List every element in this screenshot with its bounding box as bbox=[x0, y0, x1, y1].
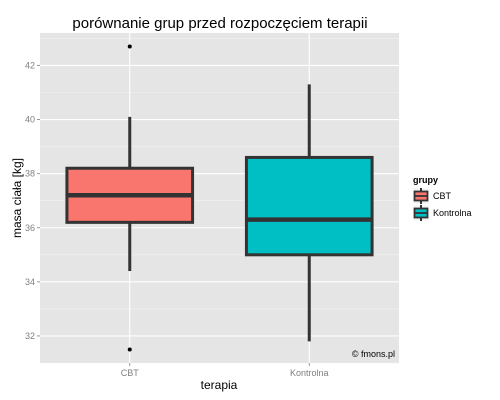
legend-title: grupy bbox=[413, 175, 438, 185]
outlier-point bbox=[127, 347, 132, 352]
legend-label: CBT bbox=[433, 191, 452, 201]
box-group bbox=[65, 44, 195, 352]
x-tick-label: CBT bbox=[121, 368, 140, 378]
legend-entry: CBT bbox=[412, 187, 452, 205]
y-tick-label: 40 bbox=[25, 115, 35, 125]
y-tick-label: 36 bbox=[25, 223, 35, 233]
watermark-text: © fmons.pl bbox=[352, 349, 395, 359]
chart-title: porównanie grup przed rozpoczęciem terap… bbox=[72, 15, 367, 32]
y-axis: 32 34 36 38 40 42 bbox=[25, 60, 40, 341]
box-body bbox=[244, 155, 374, 257]
legend: grupy CBT Kontrolna bbox=[412, 175, 472, 222]
y-tick-label: 42 bbox=[25, 60, 35, 70]
y-tick-label: 32 bbox=[25, 331, 35, 341]
legend-label: Kontrolna bbox=[433, 208, 472, 218]
x-tick-label: Kontrolna bbox=[290, 368, 329, 378]
y-tick-label: 34 bbox=[25, 277, 35, 287]
box-group bbox=[244, 84, 374, 342]
x-axis: CBT Kontrolna bbox=[121, 363, 329, 378]
y-tick-label: 38 bbox=[25, 169, 35, 179]
outlier-point bbox=[127, 44, 132, 49]
box-series bbox=[65, 44, 374, 352]
legend-entry: Kontrolna bbox=[412, 204, 472, 222]
x-axis-title: terapia bbox=[201, 378, 238, 392]
y-axis-title: masa ciała [kg] bbox=[10, 158, 24, 238]
